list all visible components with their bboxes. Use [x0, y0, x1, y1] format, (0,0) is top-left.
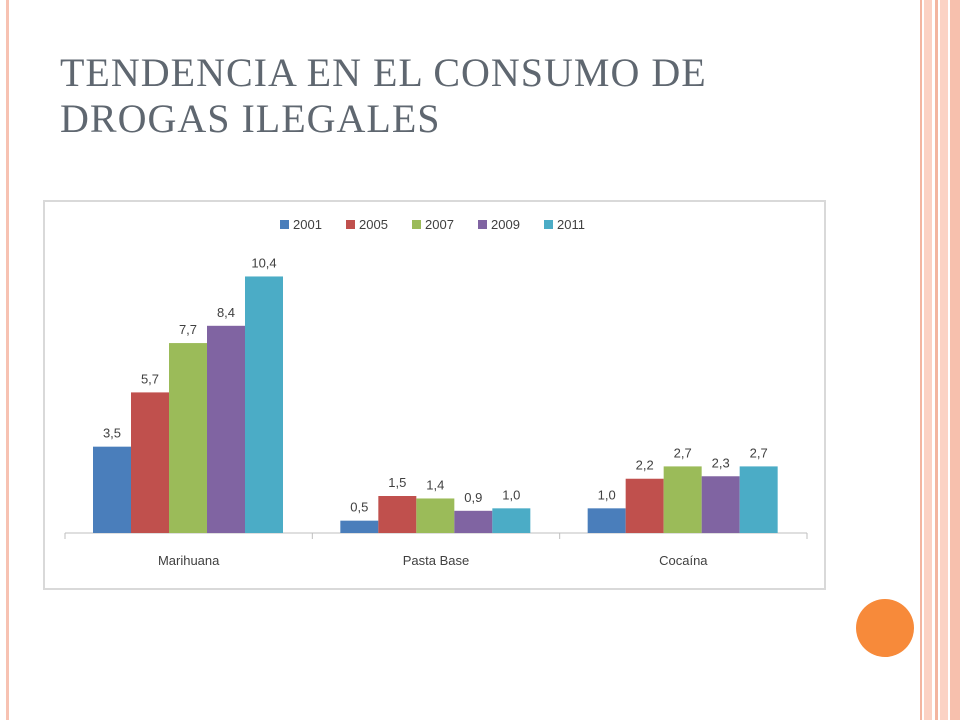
- data-label: 2,3: [712, 455, 730, 470]
- category-label: Cocaína: [659, 553, 708, 568]
- right-decor-stripes: [916, 0, 960, 720]
- data-label: 3,5: [103, 426, 121, 441]
- slide-title: TENDENCIA EN EL CONSUMO DE DROGAS ILEGAL…: [60, 50, 707, 141]
- left-decor-rule: [6, 0, 9, 720]
- data-label: 2,2: [636, 458, 654, 473]
- data-label: 1,5: [388, 475, 406, 490]
- bar-2011-1: [492, 508, 531, 533]
- category-label: Pasta Base: [403, 553, 470, 568]
- bar-chart: 3,5 0,5 1,0 5,7 1,5 2,2 7,7 1,4 2,7 8,4 0,9 2,3 10,4…: [64, 217, 808, 568]
- category-label: Marihuana: [158, 553, 220, 568]
- legend-label-2001: 2001: [293, 217, 322, 232]
- data-label: 1,0: [502, 487, 520, 502]
- bar-2007-1: [416, 498, 455, 533]
- bar-2001-0: [93, 446, 131, 533]
- data-label: 1,4: [426, 477, 444, 492]
- chart-frame: 3,5 0,5 1,0 5,7 1,5 2,2 7,7 1,4 2,7 8,4 0,9 2,3 10,4…: [43, 200, 826, 590]
- legend-label-2005: 2005: [359, 217, 388, 232]
- bar-2001-2: [587, 508, 626, 533]
- bar-2007-2: [663, 466, 702, 533]
- legend-swatch-2009: [478, 220, 487, 229]
- bar-2011-0: [245, 276, 283, 533]
- data-label: 7,7: [179, 322, 197, 337]
- bar-2005-1: [378, 496, 417, 533]
- bar-2005-2: [625, 478, 664, 533]
- legend-swatch-2005: [346, 220, 355, 229]
- legend-swatch-2001: [280, 220, 289, 229]
- legend-label-2009: 2009: [491, 217, 520, 232]
- orange-accent-circle: [856, 599, 914, 657]
- bar-2009-1: [454, 510, 493, 533]
- data-label: 10,4: [251, 255, 276, 270]
- data-label: 5,7: [141, 371, 159, 386]
- legend-label-2007: 2007: [425, 217, 454, 232]
- bar-2007-0: [169, 343, 207, 533]
- data-label: 0,5: [350, 500, 368, 515]
- bar-2009-0: [207, 325, 245, 533]
- bar-2009-2: [701, 476, 740, 533]
- bar-2001-1: [340, 520, 379, 533]
- bar-2011-2: [739, 466, 778, 533]
- data-label: 8,4: [217, 305, 235, 320]
- data-label: 1,0: [598, 487, 616, 502]
- data-label: 2,7: [750, 445, 768, 460]
- legend-label-2011: 2011: [557, 217, 585, 232]
- data-label: 0,9: [464, 490, 482, 505]
- bar-2005-0: [131, 392, 169, 533]
- data-label: 2,7: [674, 445, 692, 460]
- legend-swatch-2011: [544, 220, 553, 229]
- legend-swatch-2007: [412, 220, 421, 229]
